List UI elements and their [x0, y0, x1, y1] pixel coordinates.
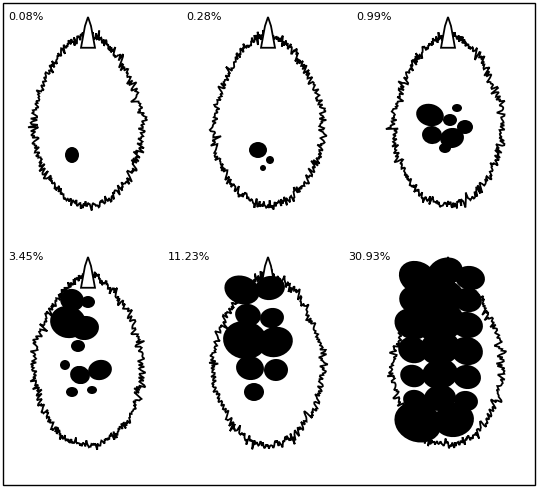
- Ellipse shape: [457, 120, 473, 134]
- Ellipse shape: [224, 275, 259, 305]
- Ellipse shape: [398, 337, 428, 363]
- Ellipse shape: [264, 359, 288, 381]
- Ellipse shape: [420, 331, 460, 365]
- Ellipse shape: [420, 280, 464, 316]
- Ellipse shape: [81, 296, 95, 308]
- Ellipse shape: [394, 308, 429, 340]
- Ellipse shape: [65, 147, 79, 163]
- Text: 11.23%: 11.23%: [168, 252, 210, 262]
- Text: 30.93%: 30.93%: [348, 252, 391, 262]
- Polygon shape: [261, 17, 275, 48]
- Ellipse shape: [422, 126, 442, 144]
- Polygon shape: [261, 257, 275, 288]
- Polygon shape: [386, 32, 505, 208]
- Ellipse shape: [451, 337, 483, 365]
- Ellipse shape: [443, 114, 457, 126]
- Ellipse shape: [424, 385, 456, 411]
- Polygon shape: [441, 257, 455, 288]
- Ellipse shape: [244, 383, 264, 401]
- Ellipse shape: [416, 302, 464, 342]
- Ellipse shape: [71, 316, 99, 340]
- Ellipse shape: [71, 340, 85, 352]
- Ellipse shape: [422, 359, 458, 389]
- Ellipse shape: [88, 360, 112, 380]
- Ellipse shape: [257, 327, 293, 357]
- Ellipse shape: [434, 403, 474, 437]
- Polygon shape: [209, 269, 328, 449]
- Ellipse shape: [255, 276, 285, 300]
- Ellipse shape: [87, 386, 97, 394]
- Text: 0.28%: 0.28%: [186, 12, 222, 22]
- Ellipse shape: [66, 387, 78, 397]
- Ellipse shape: [440, 128, 464, 148]
- Ellipse shape: [399, 286, 431, 314]
- Polygon shape: [441, 17, 455, 48]
- Text: 0.08%: 0.08%: [8, 12, 44, 22]
- Ellipse shape: [260, 308, 284, 328]
- Polygon shape: [210, 30, 327, 209]
- Ellipse shape: [236, 356, 264, 380]
- Ellipse shape: [439, 143, 451, 153]
- Ellipse shape: [70, 366, 90, 384]
- Ellipse shape: [394, 402, 442, 443]
- Ellipse shape: [453, 365, 481, 389]
- Polygon shape: [387, 271, 506, 448]
- Ellipse shape: [454, 288, 482, 312]
- Ellipse shape: [249, 142, 267, 158]
- Ellipse shape: [416, 104, 444, 126]
- Ellipse shape: [400, 365, 426, 387]
- Ellipse shape: [403, 390, 427, 410]
- Polygon shape: [81, 17, 95, 48]
- Ellipse shape: [399, 261, 437, 295]
- Polygon shape: [30, 272, 146, 450]
- Ellipse shape: [266, 156, 274, 164]
- Text: 0.99%: 0.99%: [356, 12, 392, 22]
- Text: 3.45%: 3.45%: [8, 252, 44, 262]
- Ellipse shape: [451, 312, 483, 338]
- Ellipse shape: [260, 165, 266, 171]
- Ellipse shape: [60, 289, 84, 311]
- Ellipse shape: [452, 104, 462, 112]
- Polygon shape: [28, 31, 147, 210]
- Ellipse shape: [427, 258, 463, 286]
- Ellipse shape: [50, 306, 86, 338]
- Polygon shape: [81, 257, 95, 288]
- Ellipse shape: [223, 321, 267, 359]
- Ellipse shape: [60, 360, 70, 370]
- Ellipse shape: [454, 391, 478, 411]
- Ellipse shape: [235, 304, 261, 326]
- Ellipse shape: [455, 266, 485, 290]
